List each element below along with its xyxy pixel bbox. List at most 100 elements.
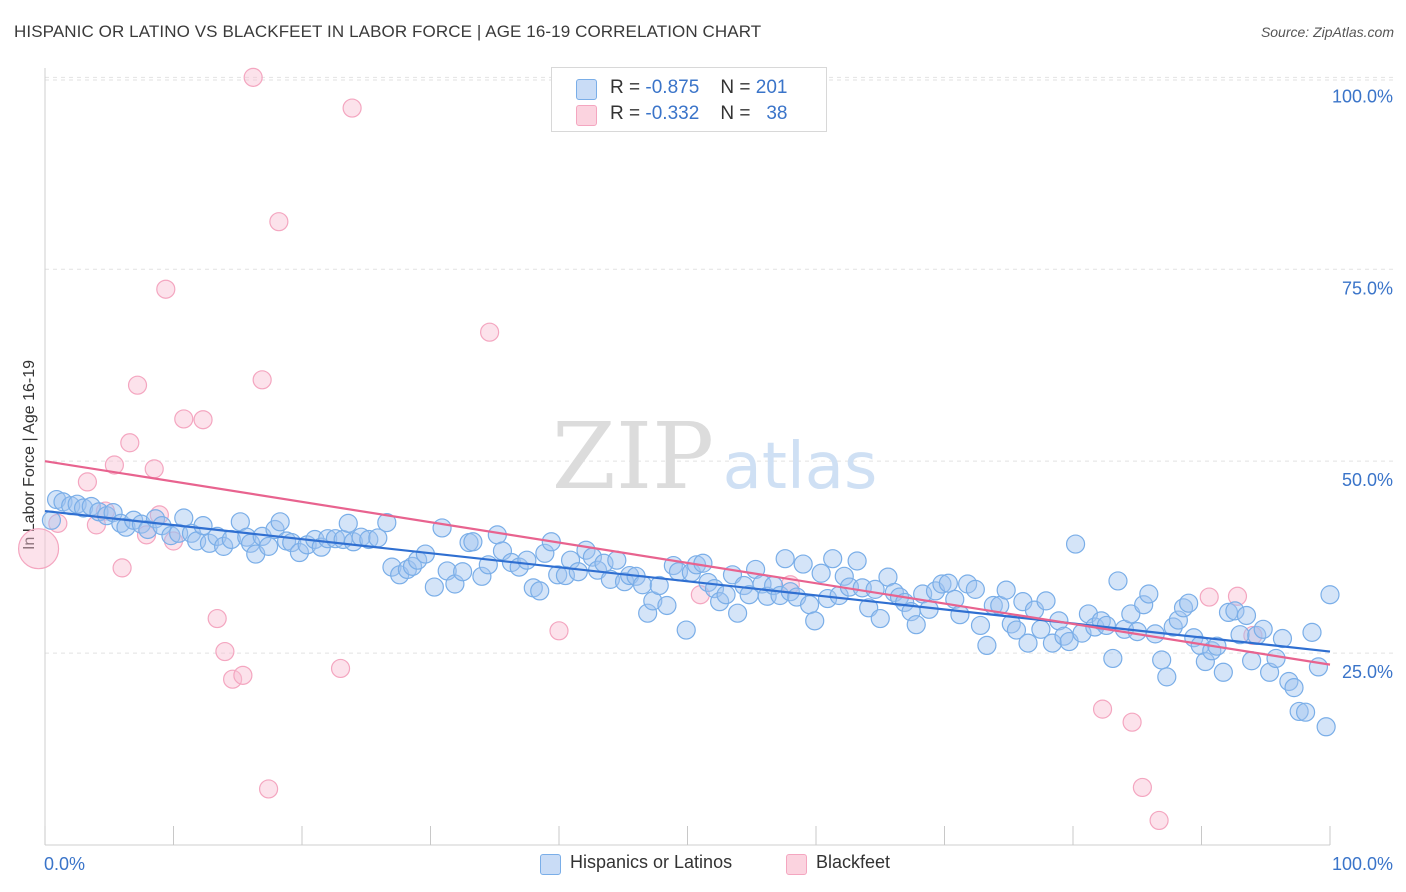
hispanic-point [1065, 534, 1086, 554]
hispanic-point [1036, 591, 1056, 611]
legend-n-label: N = [720, 77, 751, 98]
hispanic-point [1168, 610, 1188, 630]
blackfeet-point [144, 459, 164, 479]
hispanic-trend-line [44, 509, 1331, 653]
hispanic-point [823, 549, 843, 569]
bottom-legend-label-hispanic: Hispanics or Latinos [570, 852, 733, 872]
y-tick-label: 75.0% [1342, 278, 1393, 298]
blackfeet-point [193, 410, 213, 430]
blackfeet-point [174, 409, 194, 429]
x-tick-label: 0.0% [44, 854, 85, 874]
blackfeet-point [330, 658, 351, 679]
watermark: ZIP atlas [552, 403, 877, 510]
hispanic-point [1320, 585, 1340, 605]
hispanic-point [1302, 622, 1322, 642]
gridlines [45, 76, 1395, 654]
hispanic-point [1279, 671, 1299, 692]
legend-n-value: 201 [755, 77, 788, 98]
blackfeet-point [77, 472, 98, 492]
hispanic-point [906, 615, 926, 635]
hispanic-point [73, 498, 94, 518]
hispanic-point [1242, 651, 1262, 671]
legend-r-label: R = [610, 77, 641, 98]
legend-swatch-hispanic [576, 79, 597, 100]
hispanic-point [402, 556, 423, 576]
hispanic-point [1253, 619, 1273, 639]
y-tick-label: 50.0% [1342, 470, 1393, 490]
hispanic-point [207, 526, 227, 547]
hispanic-point [1225, 601, 1245, 621]
hispanic-point [1042, 633, 1063, 653]
bottom-legend-swatch-hispanic [540, 854, 561, 875]
hispanic-point [996, 580, 1016, 600]
blackfeet-point [104, 455, 124, 475]
legend-r-value: -0.332 [645, 103, 700, 124]
hispanic-point [716, 585, 736, 605]
hispanic-point [728, 603, 748, 623]
blackfeet-point [258, 779, 279, 799]
blackfeet-point [156, 279, 176, 299]
hispanic-point [568, 562, 588, 582]
blackfeet-point [127, 375, 148, 395]
blackfeet-point [690, 585, 710, 605]
hispanic-point [649, 575, 669, 596]
hispanic-point [535, 543, 555, 563]
hispanic-point [555, 565, 576, 586]
hispanic-point [463, 532, 483, 552]
blackfeet-point [223, 669, 243, 689]
hispanic-point [1195, 651, 1215, 672]
trend-lines [44, 460, 1331, 666]
hispanic-point [517, 550, 537, 570]
hispanic-point [1103, 648, 1123, 669]
hispanic-point [676, 620, 696, 640]
hispanic-point [632, 575, 653, 595]
hispanic-point [445, 574, 465, 594]
hispanic-point [799, 595, 820, 615]
blackfeet-point [207, 608, 227, 629]
hispanic-point [424, 577, 444, 597]
source-label: Source: ZipAtlas.com [1260, 24, 1394, 40]
hispanic-point [1266, 648, 1286, 669]
blackfeet-point [549, 621, 569, 641]
hispanic-point [548, 565, 568, 585]
hispanic-point [977, 635, 997, 656]
hispanic-point [472, 566, 492, 586]
watermark-zip: ZIP [552, 403, 714, 510]
legend-r-label: R = [610, 103, 641, 124]
hispanic-point [289, 542, 310, 563]
x-tick-label: 100.0% [1332, 854, 1393, 874]
y-tick-label: 100.0% [1332, 86, 1393, 106]
blackfeet-point [1092, 699, 1113, 719]
blackfeet-trend-line [44, 460, 1331, 666]
hispanic-point [775, 549, 795, 569]
axes [44, 68, 1331, 846]
hispanic-point [870, 608, 890, 629]
hispanic-point [938, 573, 958, 593]
hispanic-point [1272, 628, 1293, 649]
hispanic-point [950, 605, 970, 625]
hispanic-point [131, 514, 151, 534]
hispanic-point [1139, 584, 1159, 604]
hispanic-point [793, 554, 813, 574]
hispanic-point [1157, 667, 1177, 687]
tick-labels: 25.0% 50.0% 75.0% 100.0% 0.0% 100.0% [44, 86, 1393, 874]
hispanic-point [1006, 620, 1027, 640]
bottom-legend-swatch-blackfeet [786, 854, 807, 875]
hispanic-point [41, 510, 62, 530]
blackfeet-point [269, 212, 289, 232]
blackfeet-point [1122, 712, 1142, 732]
blackfeet-point [252, 370, 272, 390]
hispanic-point [600, 569, 621, 589]
blackfeet-points [17, 67, 1263, 831]
hispanic-point [1018, 633, 1038, 653]
blackfeet-point [243, 67, 263, 87]
watermark-atlas: atlas [723, 430, 878, 504]
hispanic-point [193, 516, 213, 536]
blackfeet-point [1149, 810, 1169, 831]
hispanic-point [1284, 678, 1304, 698]
hispanic-point [834, 566, 854, 586]
blackfeet-point [1199, 587, 1219, 607]
hispanic-point [382, 557, 402, 577]
hispanic-point [214, 536, 234, 556]
hispanic-point [1316, 717, 1336, 737]
